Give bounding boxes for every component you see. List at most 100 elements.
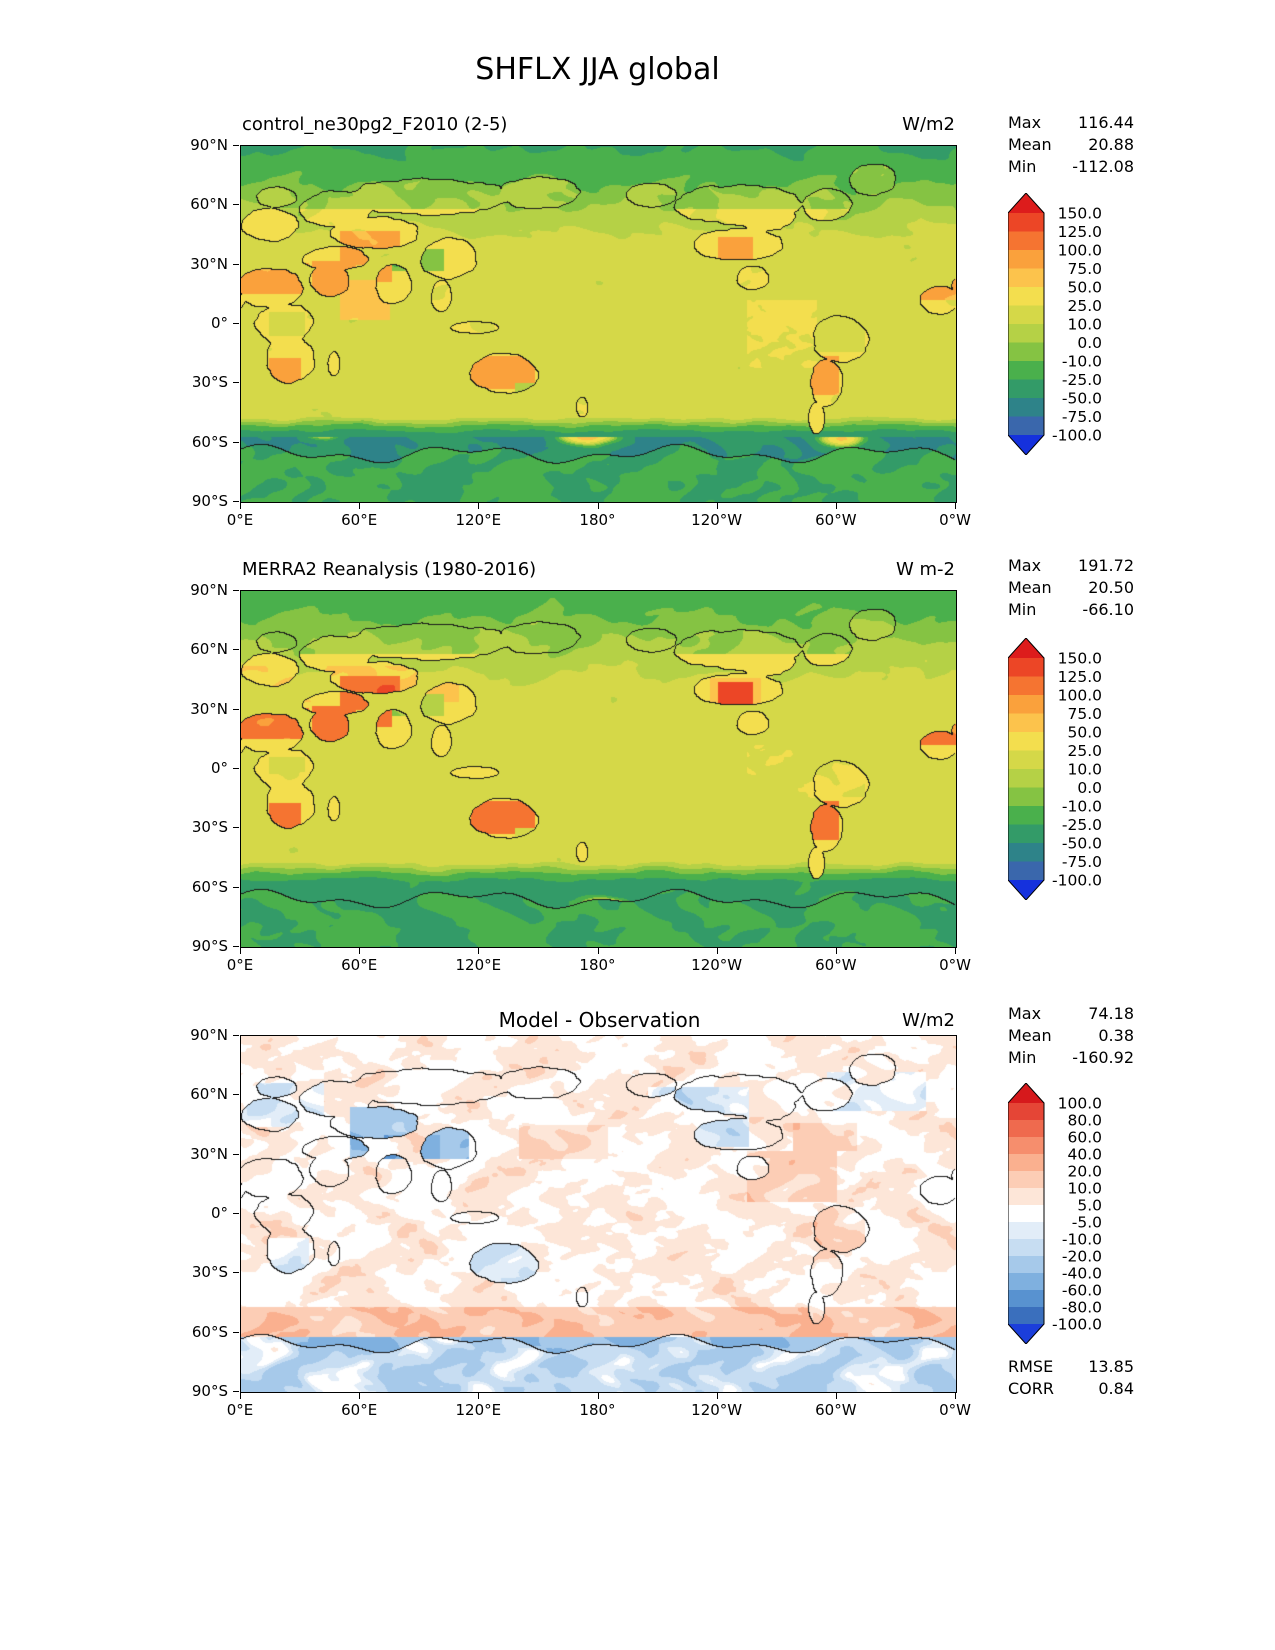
figure-title: SHFLX JJA global [475, 52, 720, 87]
tick-mark [233, 501, 239, 502]
map-canvas-diff [240, 1035, 957, 1393]
svg-text:40.0: 40.0 [1067, 1146, 1102, 1164]
svg-text:125.0: 125.0 [1058, 668, 1102, 686]
tick-mark [233, 1391, 239, 1392]
svg-text:20.0: 20.0 [1067, 1163, 1102, 1181]
xtick-label: 120°W [691, 511, 743, 529]
ytick-label: 90°S [191, 492, 228, 510]
tick-mark [597, 948, 599, 954]
tick-mark [359, 1393, 361, 1399]
stat-value: 74.18 [1088, 1004, 1134, 1023]
tick-mark [233, 1331, 239, 1333]
tick-mark [233, 1272, 239, 1274]
xtick-label: 0°E [226, 1401, 254, 1419]
svg-text:-40.0: -40.0 [1062, 1265, 1102, 1283]
tick-mark [233, 204, 239, 206]
ytick-label: 60°N [190, 195, 228, 214]
stat-value: 13.85 [1088, 1357, 1134, 1376]
xtick-label: 0°E [226, 956, 254, 974]
stat-label: Min [1008, 1048, 1037, 1067]
ytick-label: 60°S [191, 1322, 228, 1341]
tick-mark [233, 1153, 239, 1155]
stat-label: Max [1008, 1004, 1042, 1023]
ytick-label: 90°N [190, 1026, 228, 1044]
tick-mark [955, 503, 956, 509]
stat-label: CORR [1008, 1379, 1054, 1398]
ytick-label: 30°S [191, 373, 228, 392]
svg-text:-5.0: -5.0 [1072, 1214, 1102, 1232]
stats-diff: Max 74.18 Mean 0.38 Min -160.92 [1008, 1003, 1134, 1069]
xtick-label: 180° [579, 511, 616, 529]
svg-text:-60.0: -60.0 [1062, 1282, 1102, 1300]
svg-text:-50.0: -50.0 [1062, 835, 1102, 853]
xtick-label: 0°E [226, 511, 254, 529]
svg-text:0.0: 0.0 [1077, 334, 1102, 352]
svg-text:-100.0: -100.0 [1052, 427, 1102, 445]
xtick-label: 60°E [341, 511, 378, 529]
stat-min: Min -112.08 [1008, 156, 1134, 178]
panel-title-model: control_ne30pg2_F2010 (2-5) [242, 114, 508, 135]
svg-text:60.0: 60.0 [1067, 1129, 1102, 1147]
svg-text:50.0: 50.0 [1067, 724, 1102, 742]
stat-label: Mean [1008, 135, 1052, 154]
ytick-label: 90°N [190, 136, 228, 154]
tick-mark [478, 948, 480, 954]
tick-mark [233, 145, 239, 146]
svg-text:25.0: 25.0 [1067, 742, 1102, 760]
stat-value: 116.44 [1078, 113, 1134, 132]
stat-value: -66.10 [1082, 600, 1134, 619]
tick-mark [233, 590, 239, 591]
tick-mark [359, 948, 361, 954]
tick-mark [233, 382, 239, 384]
svg-text:100.0: 100.0 [1058, 1095, 1102, 1113]
tick-mark [233, 768, 239, 769]
tick-mark [240, 1393, 241, 1399]
tick-mark [233, 1035, 239, 1036]
map-canvas-obs [240, 590, 957, 948]
svg-text:5.0: 5.0 [1077, 1197, 1102, 1215]
svg-text:100.0: 100.0 [1058, 242, 1102, 260]
ytick-label: 60°N [190, 640, 228, 659]
svg-text:75.0: 75.0 [1067, 705, 1102, 723]
tick-mark [240, 948, 241, 954]
stat-max: Max 116.44 [1008, 112, 1134, 134]
svg-text:150.0: 150.0 [1058, 650, 1102, 668]
svg-text:150.0: 150.0 [1058, 205, 1102, 223]
tick-mark [716, 1393, 718, 1399]
svg-text:75.0: 75.0 [1067, 260, 1102, 278]
svg-text:-50.0: -50.0 [1062, 390, 1102, 408]
tick-mark [240, 503, 241, 509]
ytick-label: 0° [210, 314, 228, 332]
svg-text:-20.0: -20.0 [1062, 1248, 1102, 1266]
colorbar-diff: 100.080.060.040.020.010.05.0-5.0-10.0-20… [1008, 1083, 1102, 1344]
xtick-label: 60°E [341, 956, 378, 974]
tick-mark [835, 1393, 837, 1399]
stat-value: 0.38 [1098, 1026, 1134, 1045]
tick-mark [955, 948, 956, 954]
stat-rmse: RMSE 13.85 [1008, 1356, 1134, 1378]
tick-mark [478, 503, 480, 509]
svg-text:10.0: 10.0 [1067, 761, 1102, 779]
ytick-label: 30°S [191, 818, 228, 837]
svg-text:25.0: 25.0 [1067, 297, 1102, 315]
panel-units-model: W/m2 [902, 114, 955, 135]
stat-label: Min [1008, 600, 1037, 619]
tick-mark [233, 886, 239, 888]
tick-mark [716, 948, 718, 954]
ytick-label: 60°S [191, 432, 228, 451]
xtick-label: 120°E [455, 1401, 502, 1419]
stat-label: Min [1008, 157, 1037, 176]
stat-value: 191.72 [1078, 556, 1134, 575]
stat-min: Min -66.10 [1008, 599, 1134, 621]
svg-text:-100.0: -100.0 [1052, 1316, 1102, 1334]
map-canvas-model [240, 145, 957, 503]
xtick-label: 120°E [455, 956, 502, 974]
tick-mark [233, 827, 239, 829]
xtick-label: 60°W [815, 511, 857, 529]
svg-text:-75.0: -75.0 [1062, 408, 1102, 426]
svg-text:10.0: 10.0 [1067, 316, 1102, 334]
ytick-label: 30°N [190, 699, 228, 718]
ytick-label: 90°S [191, 1382, 228, 1400]
stat-max: Max 191.72 [1008, 555, 1134, 577]
